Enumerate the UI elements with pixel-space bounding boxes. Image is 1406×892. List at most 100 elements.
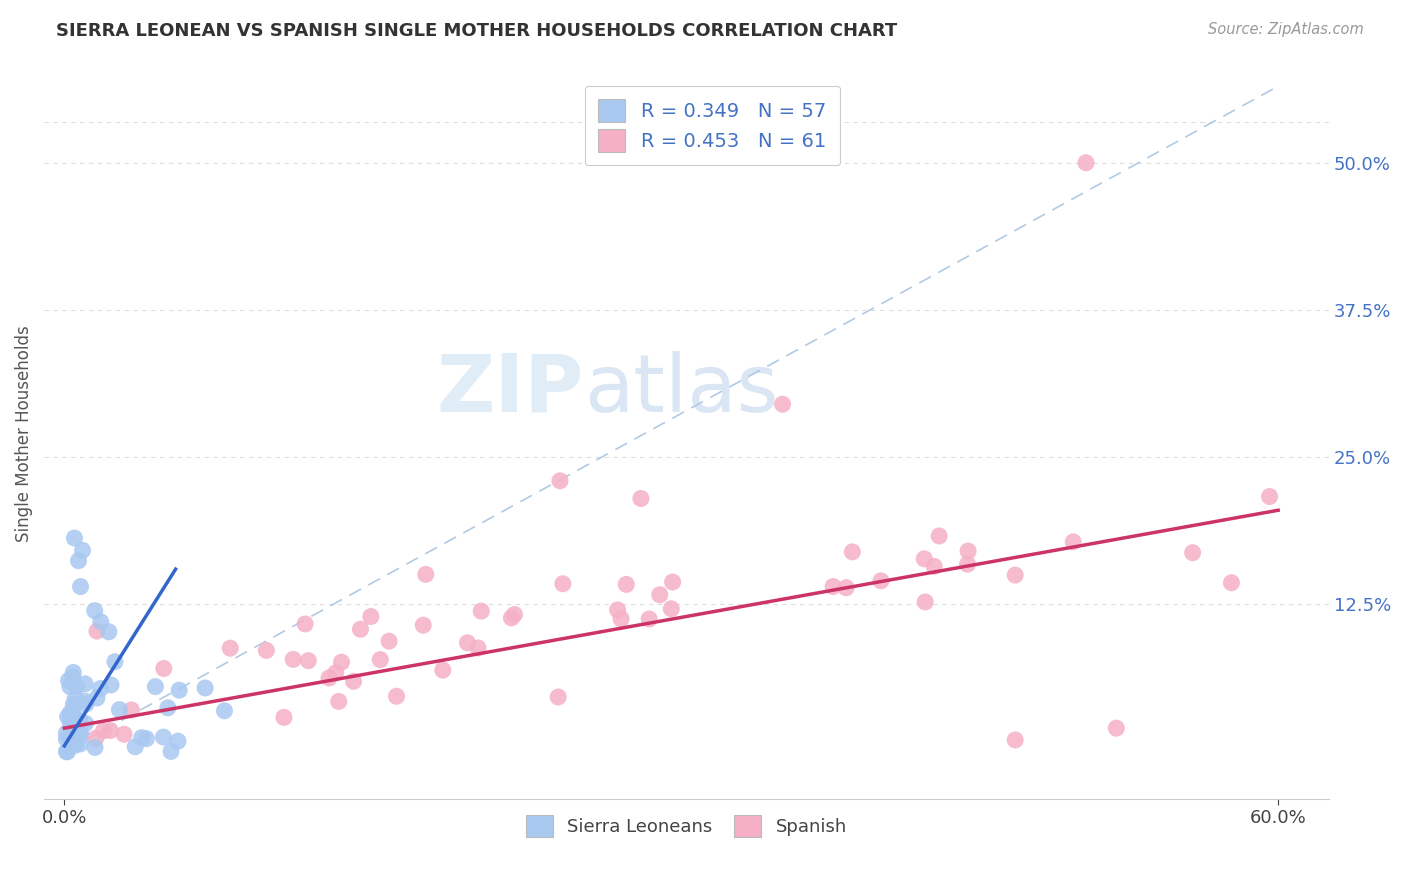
Point: [349, 622, 371, 636]
Point: [914, 595, 936, 609]
Point: [75, 716, 97, 731]
Point: [62, 705, 84, 719]
Point: [75, 677, 97, 691]
Point: [152, 661, 174, 675]
Point: [112, 727, 135, 741]
Point: [297, 654, 319, 668]
Point: [835, 581, 858, 595]
Point: [72, 543, 94, 558]
Point: [62, 736, 84, 750]
Point: [60, 732, 83, 747]
Point: [648, 588, 671, 602]
Point: [456, 636, 478, 650]
Point: [841, 545, 863, 559]
Point: [69, 580, 91, 594]
Point: [610, 612, 633, 626]
Point: [135, 731, 157, 746]
Point: [93, 723, 115, 738]
Point: [294, 617, 316, 632]
Point: [90, 615, 112, 629]
Point: [870, 574, 893, 588]
Point: [283, 652, 305, 666]
Point: [65, 680, 87, 694]
Point: [65, 738, 87, 752]
Point: [638, 612, 661, 626]
Point: [84, 731, 107, 746]
Point: [548, 474, 571, 488]
Point: [325, 665, 347, 680]
Point: [385, 690, 408, 704]
Point: [1004, 568, 1026, 582]
Point: [75, 694, 97, 708]
Point: [56, 710, 79, 724]
Point: [59, 715, 82, 730]
Point: [98, 723, 121, 738]
Point: [661, 574, 683, 589]
Point: [152, 730, 174, 744]
Point: [55, 732, 77, 747]
Point: [56, 745, 79, 759]
Legend: Sierra Leoneans, Spanish: Sierra Leoneans, Spanish: [519, 808, 855, 845]
Point: [330, 655, 353, 669]
Point: [55, 745, 77, 759]
Point: [104, 655, 127, 669]
Point: [59, 706, 82, 720]
Point: [415, 567, 437, 582]
Point: [62, 665, 84, 680]
Point: [273, 710, 295, 724]
Point: [1004, 733, 1026, 747]
Point: [167, 734, 190, 748]
Point: [928, 529, 950, 543]
Point: [606, 603, 628, 617]
Point: [120, 703, 142, 717]
Point: [69, 726, 91, 740]
Point: [432, 663, 454, 677]
Point: [145, 680, 167, 694]
Point: [823, 580, 845, 594]
Point: [100, 678, 122, 692]
Text: SIERRA LEONEAN VS SPANISH SINGLE MOTHER HOUSEHOLDS CORRELATION CHART: SIERRA LEONEAN VS SPANISH SINGLE MOTHER …: [56, 22, 897, 40]
Point: [167, 683, 190, 698]
Point: [59, 680, 82, 694]
Point: [86, 691, 108, 706]
Point: [1074, 155, 1097, 169]
Point: [501, 611, 523, 625]
Point: [368, 652, 391, 666]
Text: Source: ZipAtlas.com: Source: ZipAtlas.com: [1208, 22, 1364, 37]
Point: [318, 671, 340, 685]
Point: [551, 576, 574, 591]
Point: [59, 708, 82, 723]
Point: [1105, 721, 1128, 735]
Point: [922, 559, 945, 574]
Point: [254, 643, 277, 657]
Point: [360, 609, 382, 624]
Point: [62, 698, 84, 712]
Point: [547, 690, 569, 704]
Point: [65, 729, 87, 743]
Point: [503, 607, 526, 622]
Point: [97, 624, 120, 639]
Point: [62, 725, 84, 739]
Point: [131, 731, 153, 745]
Point: [160, 744, 183, 758]
Point: [1258, 490, 1281, 504]
Point: [108, 703, 131, 717]
Point: [156, 700, 179, 714]
Point: [69, 726, 91, 740]
Point: [69, 714, 91, 728]
Point: [75, 697, 97, 711]
Point: [614, 577, 637, 591]
Point: [84, 740, 107, 755]
Point: [1062, 535, 1084, 549]
Y-axis label: Single Mother Households: Single Mother Households: [15, 326, 32, 542]
Text: ZIP: ZIP: [436, 351, 583, 429]
Point: [1181, 546, 1204, 560]
Point: [957, 544, 980, 558]
Point: [194, 681, 217, 695]
Point: [69, 737, 91, 751]
Point: [58, 673, 80, 688]
Point: [342, 674, 364, 689]
Point: [659, 601, 682, 615]
Text: atlas: atlas: [583, 351, 778, 429]
Point: [956, 558, 979, 572]
